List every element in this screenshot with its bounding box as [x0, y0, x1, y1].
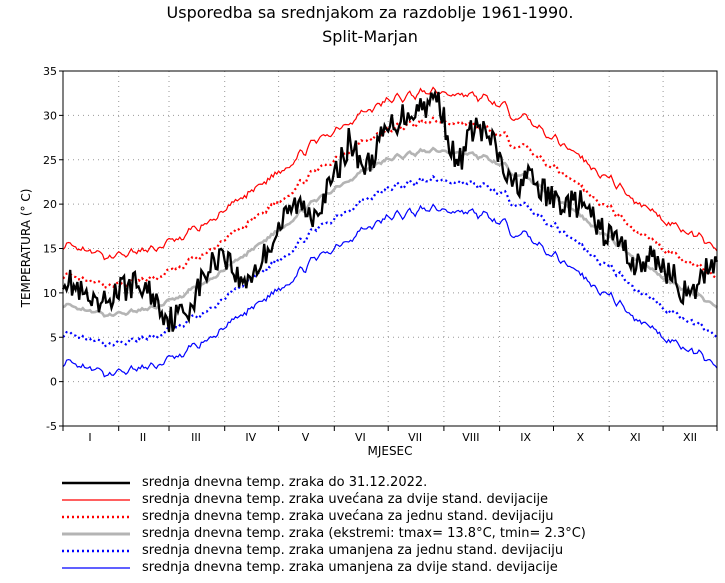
- legend-item-plus1: srednja dnevna temp. zraka uvećana za je…: [60, 508, 720, 525]
- y-tick-label: 35: [43, 65, 57, 78]
- y-tick-label: 30: [43, 109, 57, 122]
- x-tick-label: X: [577, 431, 585, 444]
- legend-swatch-minus1: [62, 549, 130, 553]
- y-tick-label: 5: [50, 331, 57, 344]
- chart-subtitle: Split-Marjan: [322, 27, 418, 46]
- x-tick-label: IV: [245, 431, 256, 444]
- x-tick-label: XII: [683, 431, 697, 444]
- legend-label-mean: srednja dnevna temp. zraka (ekstremi: tm…: [142, 526, 586, 541]
- legend-swatch-plus2: [62, 499, 130, 501]
- series-lines: [61, 86, 719, 378]
- x-tick-label: I: [88, 431, 91, 444]
- x-tick-label: VI: [355, 431, 366, 444]
- grid: [63, 71, 717, 426]
- series-line-mean: [62, 146, 718, 318]
- x-tick-label: XI: [630, 431, 641, 444]
- x-tick-label: V: [302, 431, 310, 444]
- legend: srednja dnevna temp. zraka do 31.12.2022…: [60, 474, 720, 576]
- y-tick-label: 0: [50, 376, 57, 389]
- x-axis: I II III IV V VI VII VIII IX X XI XII: [62, 426, 718, 444]
- legend-label-minus1: srednja dnevna temp. zraka umanjena za j…: [142, 543, 564, 558]
- series-line-obs: [61, 89, 719, 333]
- series-line-m2: [62, 203, 718, 378]
- legend-label-obs: srednja dnevna temp. zraka do 31.12.2022…: [142, 475, 428, 490]
- y-tick-label: 10: [43, 287, 57, 300]
- y-axis-title: TEMPERATURA (° C): [19, 189, 33, 309]
- chart-title: Usporedba sa srednjakom za razdoblje 196…: [166, 3, 574, 22]
- legend-label-minus2: srednja dnevna temp. zraka umanjena za d…: [142, 560, 558, 575]
- x-tick-label: VII: [408, 431, 422, 444]
- x-tick-label: III: [191, 431, 201, 444]
- x-tick-label: VIII: [462, 431, 479, 444]
- x-tick-label: IX: [520, 431, 531, 444]
- legend-swatch-obs: [62, 481, 130, 485]
- legend-item-minus1: srednja dnevna temp. zraka umanjena za j…: [60, 542, 720, 559]
- y-tick-label: -5: [46, 420, 57, 433]
- y-axis: -5 0 5 10 15 20 25 30 35: [43, 65, 63, 433]
- legend-label-plus2: srednja dnevna temp. zraka uvećana za dv…: [142, 492, 549, 507]
- legend-item-mean: srednja dnevna temp. zraka (ekstremi: tm…: [60, 525, 720, 542]
- legend-swatch-minus2: [62, 567, 130, 569]
- y-tick-label: 25: [43, 154, 57, 167]
- legend-swatch-plus1: [62, 515, 130, 519]
- y-tick-label: 20: [43, 198, 57, 211]
- legend-item-obs: srednja dnevna temp. zraka do 31.12.2022…: [60, 474, 720, 491]
- series-line-p1: [62, 116, 718, 290]
- series-line-m1: [62, 174, 718, 348]
- legend-item-plus2: srednja dnevna temp. zraka uvećana za dv…: [60, 491, 720, 508]
- legend-item-minus2: srednja dnevna temp. zraka umanjena za d…: [60, 559, 720, 576]
- series-line-p2: [62, 86, 718, 261]
- legend-swatch-mean: [62, 532, 130, 536]
- x-axis-title: MJESEC: [367, 444, 412, 458]
- y-tick-label: 15: [43, 243, 57, 256]
- x-tick-label: II: [140, 431, 147, 444]
- legend-label-plus1: srednja dnevna temp. zraka uvećana za je…: [142, 509, 554, 524]
